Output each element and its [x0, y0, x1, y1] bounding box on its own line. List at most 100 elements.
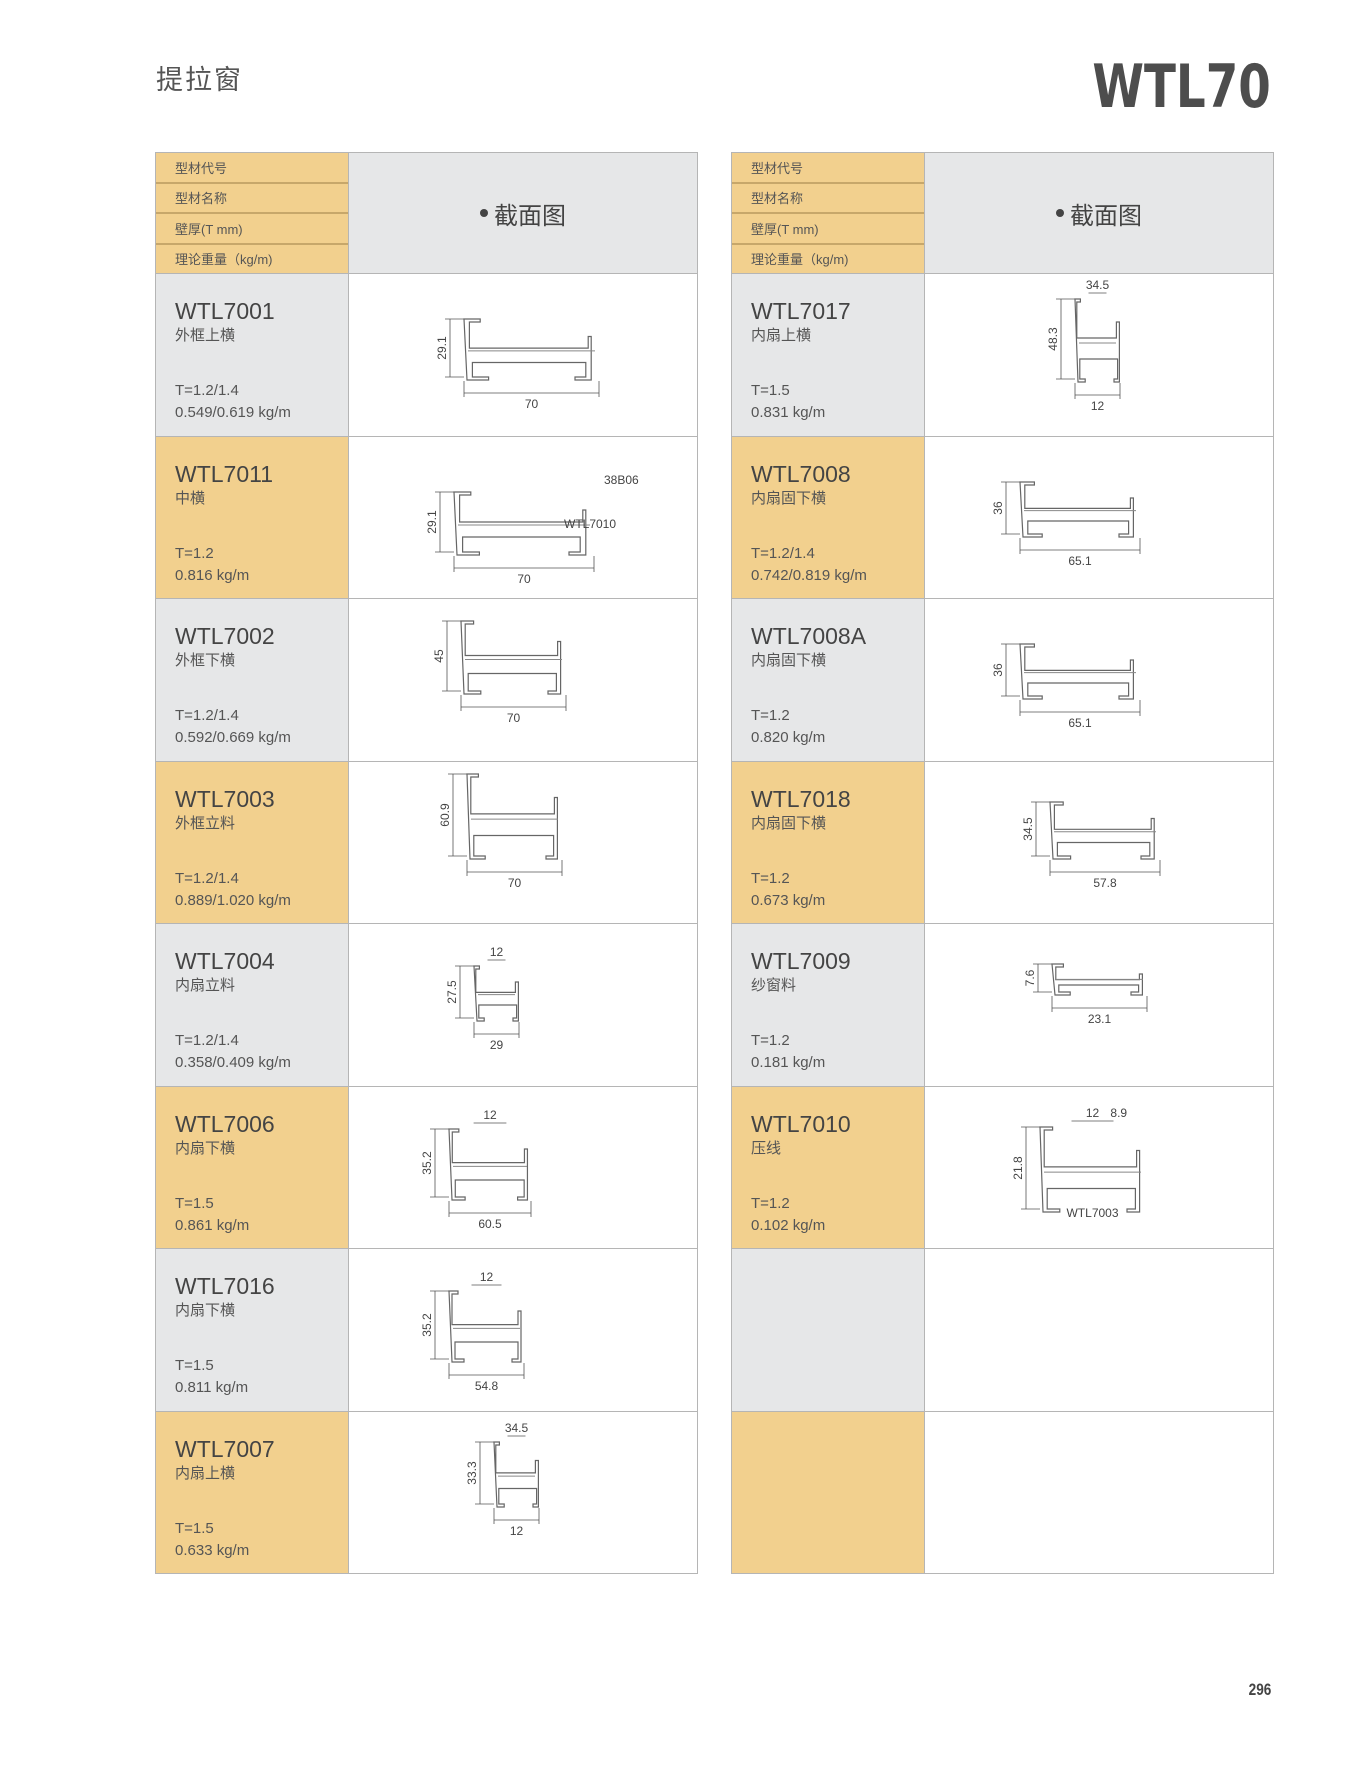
- profile-info: WTL7009 纱窗料 T=1.2 0.181 kg/m: [732, 924, 925, 1086]
- profile-row: WTL7002 外框下横 T=1.2/1.4 0.592/0.669 kg/m 70 45: [156, 599, 697, 762]
- profile-thickness: T=1.2/1.4: [175, 869, 239, 887]
- bullet-icon: [1056, 209, 1064, 217]
- top-dimension: 34.5: [505, 1421, 529, 1435]
- profile-code: WTL7009: [751, 948, 851, 974]
- profile-code: WTL7011: [175, 460, 274, 487]
- width-dimension: 29: [490, 1038, 504, 1052]
- callout-label: WTL7003: [1066, 1206, 1118, 1220]
- header-label: 型材名称: [732, 184, 924, 214]
- section-drawing: 65.1 36: [925, 436, 1273, 598]
- height-dimension: 35.2: [420, 1313, 434, 1337]
- header-label: 型材代号: [732, 153, 924, 184]
- section-drawing: 57.8 34.5: [925, 761, 1273, 923]
- profile-name: 外框立料: [175, 814, 236, 832]
- width-dimension: 54.8: [475, 1379, 499, 1393]
- profile-weight: 0.181 kg/m: [751, 1054, 826, 1071]
- profile-diagram: 57.8 34.5: [1021, 800, 1161, 890]
- profile-row: WTL7010 压线 T=1.2 0.102 kg/m 21.8 12 8.9 WTL7003: [732, 1086, 1273, 1249]
- width-dimension: 70: [508, 876, 522, 890]
- profile-row: WTL7008A 内扇固下横 T=1.2 0.820 kg/m 65.1 36: [732, 599, 1273, 762]
- profile-name: 外框上横: [175, 327, 236, 344]
- width-dimension: 70: [525, 397, 539, 411]
- height-dimension: 33.3: [465, 1460, 479, 1484]
- profile-info: WTL7006 内扇下横 T=1.5 0.861 kg/m: [156, 1086, 349, 1248]
- profile-thickness: T=1.5: [175, 1357, 214, 1374]
- profile-info: [732, 1249, 925, 1411]
- callout-label: WTL7010: [564, 517, 616, 531]
- profile-row: WTL7008 内扇固下横 T=1.2/1.4 0.742/0.819 kg/m 65.…: [732, 436, 1273, 599]
- profile-thickness: T=1.2/1.4: [175, 1032, 239, 1049]
- section-drawing: 65.1 36: [925, 599, 1273, 761]
- profile-name: 外框下横: [175, 652, 236, 669]
- profile-code: WTL7002: [175, 623, 275, 649]
- width-dimension: 65.1: [1068, 554, 1092, 568]
- top-dimension: 34.5: [1086, 278, 1110, 292]
- header-label: 型材代号: [156, 153, 348, 184]
- height-dimension: 7.6: [1023, 969, 1037, 986]
- section-drawing: 70 29.1 38B06 WTL7010: [349, 436, 697, 598]
- profile-thickness: T=1.5: [175, 1194, 214, 1212]
- profile-name: 内扇固下横: [751, 489, 827, 507]
- profile-outline: [448, 1127, 529, 1201]
- profile-code: WTL7001: [175, 298, 275, 324]
- profile-table-left: 型材代号 型材名称 壁厚(T mm) 理论重量（kg/m) 截面图 WTL7001 外框上横…: [155, 152, 698, 1574]
- profile-info: WTL7004 内扇立料 T=1.2/1.4 0.358/0.409 kg/m: [156, 924, 349, 1086]
- profile-diagram: 70 60.9: [438, 772, 563, 890]
- profile-row: WTL7009 纱窗料 T=1.2 0.181 kg/m 23.1 7.6: [732, 924, 1273, 1087]
- height-dimension: 27.5: [445, 980, 459, 1004]
- profile-row: WTL7006 内扇下横 T=1.5 0.861 kg/m 60.5 35.2 12: [156, 1086, 697, 1249]
- section-drawing: [925, 1249, 1273, 1411]
- profile-row: WTL7004 内扇立料 T=1.2/1.4 0.358/0.409 kg/m 29 27…: [156, 924, 697, 1087]
- top-dimension: 12: [483, 1108, 497, 1122]
- profile-weight: 0.820 kg/m: [751, 729, 826, 746]
- profile-diagram: 29 27.5 12: [445, 945, 520, 1052]
- profile-code: WTL7008: [751, 460, 851, 487]
- profile-name: 内扇立料: [175, 977, 236, 994]
- profile-code: WTL7017: [751, 298, 851, 324]
- header-drawing-label: 截面图: [349, 153, 697, 273]
- profile-info: WTL7011 中横 T=1.2 0.816 kg/m: [156, 436, 349, 598]
- section-drawing: 23.1 7.6: [925, 924, 1273, 1086]
- profile-outline: [448, 1290, 522, 1363]
- table-header: 型材代号 型材名称 壁厚(T mm) 理论重量（kg/m) 截面图: [156, 153, 697, 274]
- height-dimension: 34.5: [1021, 816, 1035, 840]
- header-labels: 型材代号 型材名称 壁厚(T mm) 理论重量（kg/m): [156, 153, 349, 273]
- top-dimension: 12: [480, 1270, 494, 1284]
- profile-outline: [463, 318, 592, 381]
- profile-weight: 0.358/0.409 kg/m: [175, 1054, 291, 1071]
- profile-name: 内扇下横: [175, 1139, 236, 1157]
- profile-thickness: T=1.2/1.4: [751, 544, 815, 562]
- profile-thickness: T=1.2/1.4: [175, 707, 239, 724]
- section-drawing: 21.8 12 8.9 WTL7003: [925, 1086, 1273, 1248]
- profile-row: WTL7011 中横 T=1.2 0.816 kg/m 70 29.1 38B06 WTL70…: [156, 436, 697, 599]
- profile-outline: [473, 965, 519, 1022]
- profile-code: WTL7006: [175, 1110, 275, 1137]
- profile-info: WTL7016 内扇下横 T=1.5 0.811 kg/m: [156, 1249, 349, 1411]
- header-label: 理论重量（kg/m): [751, 252, 849, 268]
- profile-code: WTL7007: [175, 1435, 275, 1462]
- section-drawing: 12 33.3 34.5: [349, 1411, 697, 1573]
- profile-weight: 0.831 kg/m: [751, 404, 826, 421]
- series-title: WTL70: [1092, 52, 1271, 122]
- profile-info: WTL7017 内扇上横 T=1.5 0.831 kg/m: [732, 274, 925, 436]
- height-dimension: 60.9: [438, 802, 452, 826]
- profile-name: 内扇固下横: [751, 814, 827, 832]
- profile-info: WTL7007 内扇上横 T=1.5 0.633 kg/m: [156, 1411, 349, 1573]
- profile-outline: [1051, 963, 1143, 996]
- profile-name: 纱窗料: [751, 977, 797, 994]
- width-dimension: 70: [517, 572, 531, 586]
- section-drawing: 70 29.1: [349, 274, 697, 436]
- section-drawing: 70 45: [349, 599, 697, 761]
- width-dimension: 60.5: [478, 1217, 502, 1231]
- profile-diagram: 21.8 12 8.9 WTL7003: [1011, 1106, 1141, 1220]
- profile-diagram: 65.1 36: [991, 480, 1141, 568]
- profile-weight: 0.592/0.669 kg/m: [175, 729, 291, 746]
- profile-row: [732, 1249, 1273, 1412]
- profile-outline: [1019, 480, 1134, 538]
- top-dimension: 12: [1086, 1106, 1100, 1120]
- profile-code: WTL7008A: [751, 623, 867, 649]
- profile-thickness: T=1.2/1.4: [175, 382, 239, 399]
- header-label: 型材名称: [156, 184, 348, 214]
- profile-diagram: 60.5 35.2 12: [420, 1108, 532, 1231]
- profile-weight: 0.102 kg/m: [751, 1216, 826, 1234]
